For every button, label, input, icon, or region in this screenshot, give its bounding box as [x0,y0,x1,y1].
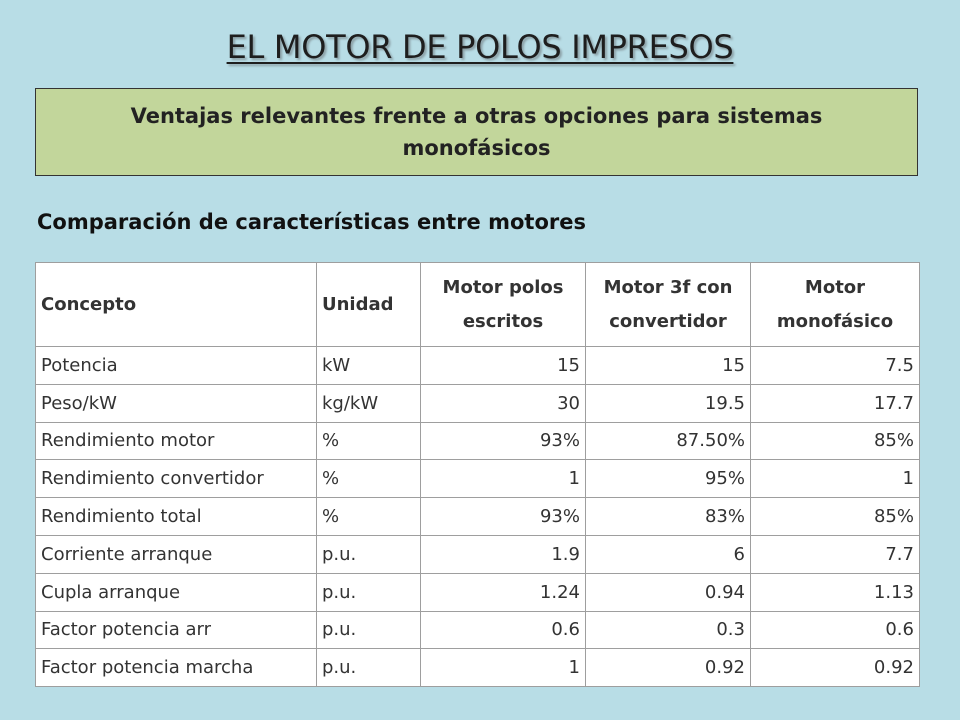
slide-title: EL MOTOR DE POLOS IMPRESOS [226,28,734,66]
cell-3f-convertidor: 15 [585,346,751,385]
cell-polos-escritos: 1 [420,648,586,688]
cell-monofasico: 1 [750,459,920,499]
row-unit: kg/kW [316,383,421,423]
cell-3f-convertidor: 0.94 [585,572,751,612]
cell-polos-escritos: 93% [420,421,586,461]
comparison-table-container: Concepto Unidad Motor polos escritos Mot… [35,262,920,688]
header-motor-monofasico: Motor monofásico [750,262,920,347]
row-concept: Factor potencia arr [35,610,317,650]
cell-polos-escritos: 1.9 [420,534,586,574]
cell-monofasico: 7.7 [750,534,920,574]
row-unit: p.u. [316,610,421,650]
cell-monofasico: 0.92 [750,648,920,688]
table-row: Factor potencia arr p.u. 0.6 0.3 0.6 [35,610,920,650]
row-concept: Peso/kW [35,383,317,423]
cell-3f-convertidor: 19.5 [585,383,751,423]
row-concept: Rendimiento convertidor [35,459,317,499]
table-row: Factor potencia marcha p.u. 1 0.92 0.92 [35,648,920,688]
cell-polos-escritos: 15 [420,346,586,385]
cell-3f-convertidor: 6 [585,534,751,574]
cell-monofasico: 0.6 [750,610,920,650]
table-row: Rendimiento convertidor % 1 95% 1 [35,459,920,499]
comparison-table: Concepto Unidad Motor polos escritos Mot… [35,262,920,688]
cell-monofasico: 17.7 [750,383,920,423]
row-concept: Corriente arranque [35,534,317,574]
header-concepto: Concepto [35,262,317,347]
header-motor-polos-escritos: Motor polos escritos [420,262,586,347]
cell-3f-convertidor: 87.50% [585,421,751,461]
row-unit: p.u. [316,534,421,574]
cell-polos-escritos: 30 [420,383,586,423]
row-unit: p.u. [316,648,421,688]
cell-3f-convertidor: 95% [585,459,751,499]
cell-monofasico: 85% [750,421,920,461]
subtitle-box: Ventajas relevantes frente a otras opcio… [35,88,918,176]
subtitle-text: Ventajas relevantes frente a otras opcio… [130,104,823,160]
cell-monofasico: 85% [750,497,920,536]
header-motor-3f-convertidor: Motor 3f con convertidor [585,262,751,347]
row-unit: % [316,421,421,461]
row-concept: Cupla arranque [35,572,317,612]
cell-polos-escritos: 93% [420,497,586,536]
table-header-row: Concepto Unidad Motor polos escritos Mot… [35,262,920,347]
table-row: Rendimiento motor % 93% 87.50% 85% [35,421,920,461]
cell-monofasico: 7.5 [750,346,920,385]
cell-polos-escritos: 1.24 [420,572,586,612]
table-row: Peso/kW kg/kW 30 19.5 17.7 [35,383,920,423]
row-unit: p.u. [316,572,421,612]
row-unit: % [316,497,421,536]
cell-3f-convertidor: 0.3 [585,610,751,650]
header-unidad: Unidad [316,262,421,347]
section-heading: Comparación de características entre mot… [37,210,586,234]
row-concept: Rendimiento total [35,497,317,536]
row-concept: Potencia [35,346,317,385]
cell-3f-convertidor: 83% [585,497,751,536]
cell-3f-convertidor: 0.92 [585,648,751,688]
table-row: Potencia kW 15 15 7.5 [35,346,920,385]
table-row: Corriente arranque p.u. 1.9 6 7.7 [35,534,920,574]
table-row: Cupla arranque p.u. 1.24 0.94 1.13 [35,572,920,612]
row-concept: Rendimiento motor [35,421,317,461]
cell-polos-escritos: 0.6 [420,610,586,650]
cell-monofasico: 1.13 [750,572,920,612]
table-row: Rendimiento total % 93% 83% 85% [35,497,920,536]
row-unit: % [316,459,421,499]
row-concept: Factor potencia marcha [35,648,317,688]
row-unit: kW [316,346,421,385]
cell-polos-escritos: 1 [420,459,586,499]
